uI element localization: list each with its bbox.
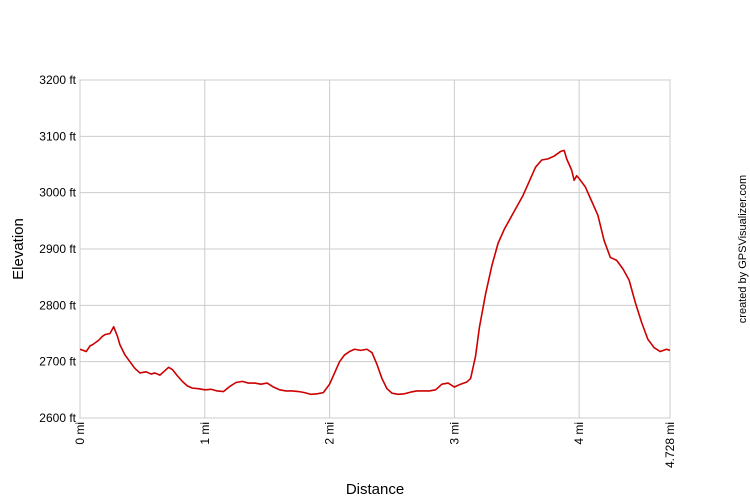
y-tick-label: 2800 ft <box>39 298 76 312</box>
y-tick-labels: 2600 ft 2700 ft 2800 ft 2900 ft 3000 ft 3100 … <box>39 73 76 425</box>
x-tick-label: 0 mi <box>73 422 87 445</box>
x-tick-label: 3 mi <box>447 422 461 445</box>
elevation-series-line <box>79 149 671 396</box>
y-tick-label: 3100 ft <box>39 129 76 143</box>
x-tick-label: 4.728 mi <box>663 422 677 468</box>
x-tick-label: 4 mi <box>572 422 586 445</box>
y-tick-label: 3200 ft <box>39 73 76 87</box>
credit-note: created by GPSVisualizer.com <box>737 175 749 323</box>
grid-lines <box>79 79 671 419</box>
x-tick-label: 2 mi <box>323 422 337 445</box>
y-tick-label: 2700 ft <box>39 355 76 369</box>
x-tick-label: 1 mi <box>198 422 212 445</box>
y-tick-label: 2600 ft <box>39 411 76 425</box>
y-axis-title: Elevation <box>10 218 27 280</box>
y-tick-label: 3000 ft <box>39 186 76 200</box>
x-axis-title: Distance <box>346 481 404 498</box>
x-tick-labels: 0 mi 1 mi 2 mi 3 mi 4 mi 4.728 mi <box>73 422 677 468</box>
y-tick-label: 2900 ft <box>39 242 76 256</box>
